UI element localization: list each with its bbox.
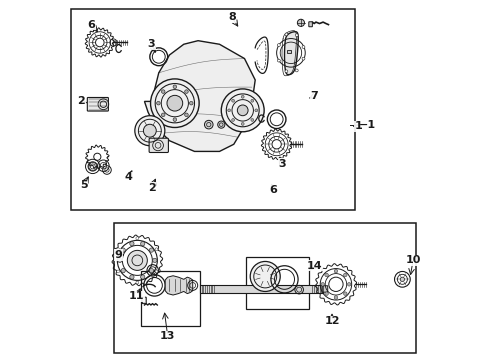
Circle shape xyxy=(117,270,120,273)
Circle shape xyxy=(254,109,257,112)
Circle shape xyxy=(333,296,337,299)
Circle shape xyxy=(156,102,160,105)
Circle shape xyxy=(136,281,139,284)
Circle shape xyxy=(141,242,144,246)
Text: 2: 2 xyxy=(147,183,155,193)
Text: 1: 1 xyxy=(354,121,362,131)
Text: 14: 14 xyxy=(305,261,321,271)
Circle shape xyxy=(302,46,305,49)
Circle shape xyxy=(227,109,230,112)
Circle shape xyxy=(277,44,280,46)
Bar xyxy=(114,223,415,353)
Circle shape xyxy=(217,121,224,128)
Text: −1: −1 xyxy=(358,120,375,130)
FancyBboxPatch shape xyxy=(149,138,168,153)
Circle shape xyxy=(343,273,346,277)
Text: 7: 7 xyxy=(310,91,317,101)
Text: 3: 3 xyxy=(278,159,285,169)
Circle shape xyxy=(150,79,199,127)
Circle shape xyxy=(295,34,298,37)
Circle shape xyxy=(129,275,134,279)
Circle shape xyxy=(161,90,164,93)
Circle shape xyxy=(320,283,324,286)
Circle shape xyxy=(241,122,244,125)
FancyBboxPatch shape xyxy=(142,297,146,303)
Circle shape xyxy=(118,258,122,262)
Text: 5: 5 xyxy=(80,180,87,190)
Bar xyxy=(200,285,323,293)
Circle shape xyxy=(250,118,253,121)
Circle shape xyxy=(173,85,176,89)
Circle shape xyxy=(184,113,188,117)
Circle shape xyxy=(250,99,253,102)
Circle shape xyxy=(117,248,120,251)
Circle shape xyxy=(285,70,287,73)
Bar xyxy=(246,257,308,309)
Bar xyxy=(286,50,290,53)
Circle shape xyxy=(204,120,213,129)
Circle shape xyxy=(295,69,298,72)
Text: 6: 6 xyxy=(268,185,276,195)
Text: 2: 2 xyxy=(77,96,85,107)
Polygon shape xyxy=(165,276,192,295)
Text: 12: 12 xyxy=(324,316,339,326)
Circle shape xyxy=(155,270,158,273)
Circle shape xyxy=(277,59,280,62)
Circle shape xyxy=(141,275,144,279)
FancyBboxPatch shape xyxy=(308,22,312,27)
Circle shape xyxy=(346,283,350,286)
Circle shape xyxy=(324,273,328,277)
Circle shape xyxy=(143,124,156,137)
FancyBboxPatch shape xyxy=(87,98,108,111)
Circle shape xyxy=(324,292,328,296)
FancyBboxPatch shape xyxy=(322,286,327,292)
Circle shape xyxy=(166,95,183,111)
Text: 11: 11 xyxy=(129,291,144,301)
Circle shape xyxy=(155,248,158,251)
Circle shape xyxy=(173,118,176,121)
Text: 10: 10 xyxy=(405,255,420,265)
Circle shape xyxy=(241,95,244,98)
Text: 13: 13 xyxy=(160,331,175,341)
Text: 4: 4 xyxy=(124,172,132,182)
Circle shape xyxy=(400,277,404,282)
Circle shape xyxy=(149,269,153,273)
Circle shape xyxy=(121,248,125,252)
Circle shape xyxy=(149,248,153,252)
Circle shape xyxy=(136,237,139,240)
Circle shape xyxy=(302,57,305,60)
Circle shape xyxy=(129,242,134,246)
Circle shape xyxy=(343,292,346,296)
Circle shape xyxy=(221,89,264,132)
Bar xyxy=(141,271,200,327)
Circle shape xyxy=(184,90,188,93)
Circle shape xyxy=(231,99,234,102)
Circle shape xyxy=(135,116,164,146)
Text: 8: 8 xyxy=(228,13,235,22)
Circle shape xyxy=(161,113,164,117)
Circle shape xyxy=(250,261,280,292)
Text: 3: 3 xyxy=(147,39,155,49)
Circle shape xyxy=(231,118,234,121)
Circle shape xyxy=(333,269,337,273)
Text: 9: 9 xyxy=(115,250,122,260)
Circle shape xyxy=(127,250,147,270)
Circle shape xyxy=(297,19,304,26)
Text: 6: 6 xyxy=(87,19,95,30)
Polygon shape xyxy=(284,32,298,75)
Polygon shape xyxy=(144,41,255,152)
Circle shape xyxy=(152,258,157,262)
Bar xyxy=(71,9,354,210)
Circle shape xyxy=(189,102,193,105)
Circle shape xyxy=(285,33,287,36)
Circle shape xyxy=(237,105,247,116)
Circle shape xyxy=(121,269,125,273)
